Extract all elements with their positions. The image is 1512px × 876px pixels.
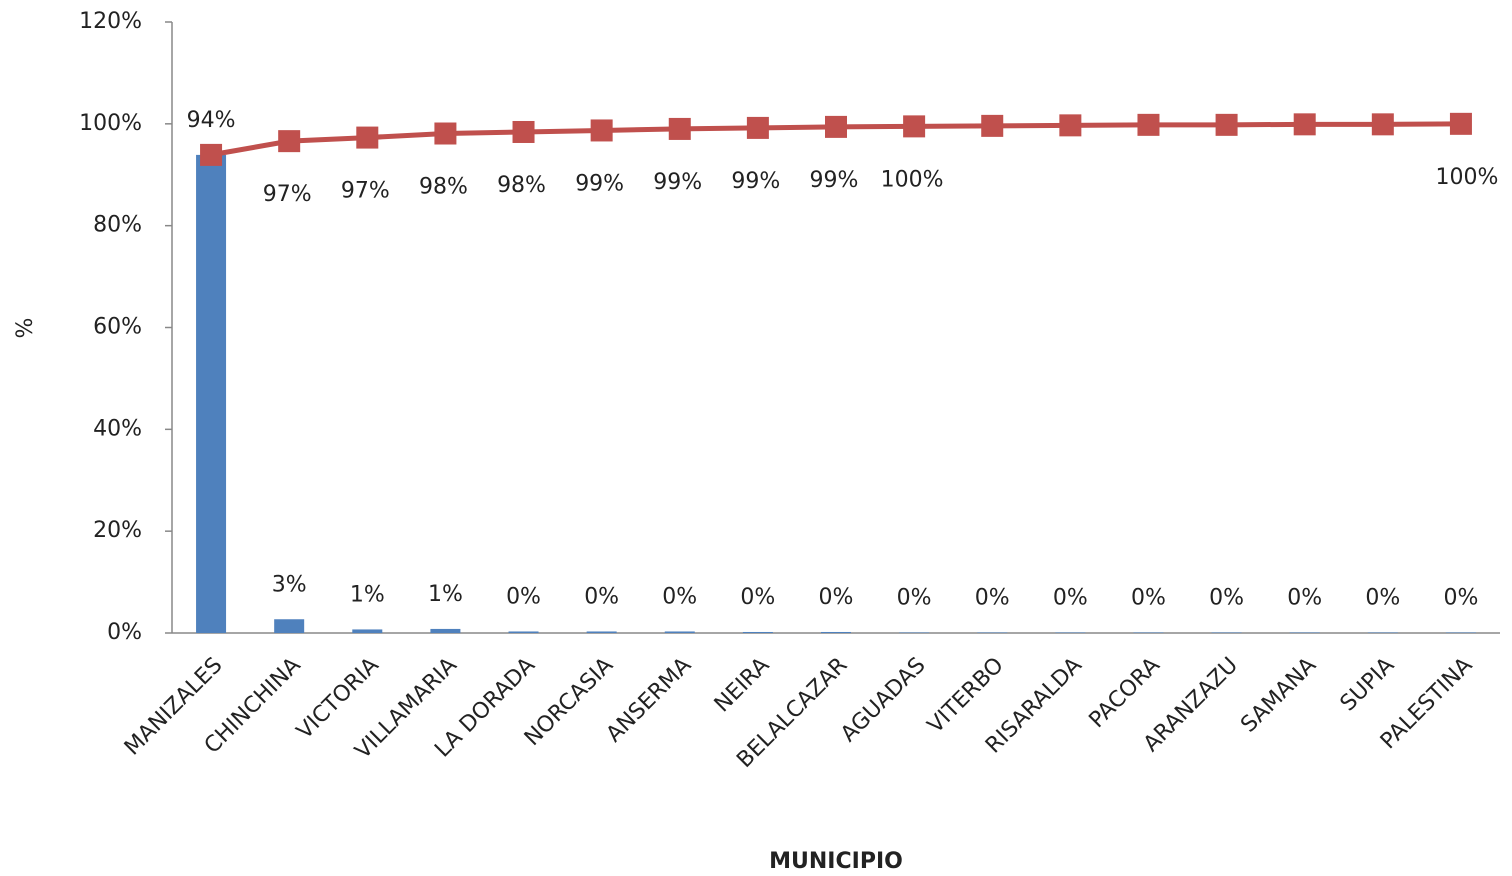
bar-label: 0% [1443, 585, 1478, 610]
line-marker [434, 122, 457, 145]
bar-label: 0% [975, 585, 1010, 610]
bar-label: 1% [428, 582, 463, 607]
line-marker [1137, 113, 1160, 136]
y-tick-label: 40% [93, 416, 142, 441]
line-marker [278, 130, 301, 153]
line-marker [746, 116, 769, 139]
bar-label: 0% [740, 585, 775, 610]
bar [586, 631, 617, 633]
line-label: 99% [810, 168, 859, 193]
line-label: 97% [263, 182, 312, 207]
line-marker [668, 117, 691, 140]
bar [274, 619, 305, 633]
line-marker [512, 120, 535, 143]
bar-label: 0% [506, 584, 541, 609]
x-tick-label: NEIRA [710, 653, 775, 718]
line-label: 98% [497, 173, 546, 198]
x-tick-label: SAMANA [1236, 653, 1321, 738]
line-marker [1215, 113, 1238, 136]
bar [742, 631, 773, 633]
bar-label: 0% [1209, 585, 1244, 610]
bar-label: 0% [1287, 585, 1322, 610]
bar [1211, 632, 1242, 633]
line-label: 100% [1435, 165, 1498, 190]
y-tick-label: 80% [93, 213, 142, 238]
bar [1367, 632, 1398, 633]
bar [664, 631, 695, 633]
line-label: 100% [881, 167, 944, 192]
line-label: 99% [653, 170, 702, 195]
line-marker [981, 114, 1004, 137]
bar [1055, 632, 1086, 633]
bar [1289, 632, 1320, 633]
line-label: 99% [575, 171, 624, 196]
line-label: 99% [731, 169, 780, 194]
bar [430, 628, 461, 633]
line-label: 98% [419, 175, 468, 200]
bar [352, 629, 383, 633]
line-marker [590, 119, 613, 142]
line-marker [903, 115, 926, 138]
bar [508, 631, 539, 633]
y-tick-label: 120% [79, 9, 142, 34]
line-marker [1293, 113, 1316, 136]
bar-label: 0% [1131, 585, 1166, 610]
y-tick-label: 20% [93, 518, 142, 543]
bar-label: 0% [1365, 585, 1400, 610]
bar-label: 0% [897, 585, 932, 610]
x-tick-label: ANSERMA [602, 653, 697, 748]
y-tick-label: 100% [79, 111, 142, 136]
y-tick-label: 0% [107, 620, 142, 645]
bar [821, 631, 851, 633]
bar [977, 632, 1008, 633]
x-axis-title: MUNICIPIO [769, 849, 903, 874]
bar [899, 632, 930, 633]
bar-label: 1% [350, 582, 385, 607]
bar-label: 3% [272, 572, 307, 597]
line-marker [1059, 114, 1082, 137]
x-tick-label: PACORA [1085, 653, 1165, 733]
bar-label: 94% [187, 108, 236, 133]
y-axis-title: % [13, 318, 38, 339]
bar-label: 0% [662, 584, 697, 609]
line-marker [1371, 113, 1394, 136]
line-label: 97% [341, 179, 390, 204]
x-tick-label: AGUADAS [836, 653, 930, 747]
bar [1445, 632, 1476, 633]
line-marker [356, 126, 379, 149]
bar-label: 0% [584, 584, 619, 609]
bar [1133, 632, 1164, 633]
bar [196, 154, 227, 633]
line-marker [1449, 112, 1472, 135]
line-marker [200, 143, 223, 166]
y-tick-label: 60% [93, 315, 142, 340]
x-tick-label: SUPIA [1336, 653, 1400, 717]
bar-label: 0% [819, 585, 854, 610]
bar-label: 0% [1053, 585, 1088, 610]
line-marker [825, 115, 847, 138]
